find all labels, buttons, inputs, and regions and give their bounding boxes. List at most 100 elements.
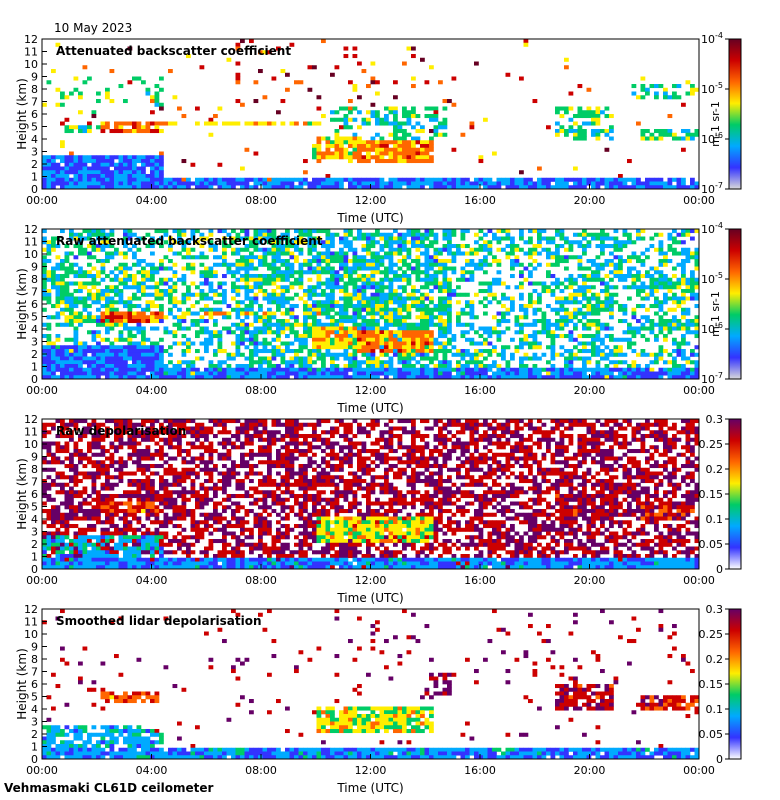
heatmap-cell bbox=[55, 262, 61, 267]
heatmap-cell bbox=[321, 364, 326, 369]
heatmap-cell bbox=[163, 281, 169, 286]
heatmap-cell bbox=[87, 364, 92, 369]
heatmap-cell bbox=[307, 121, 313, 126]
heatmap-cell bbox=[145, 345, 151, 350]
heatmap-cell bbox=[649, 136, 655, 141]
heatmap-cell bbox=[640, 132, 646, 137]
heatmap-cell bbox=[136, 121, 142, 126]
heatmap-cell bbox=[271, 76, 277, 81]
heatmap-cell bbox=[618, 177, 623, 182]
heatmap-cell bbox=[253, 367, 259, 372]
heatmap-cell bbox=[465, 367, 470, 372]
x-tick-label: 16:00 bbox=[464, 384, 496, 397]
heatmap-cell bbox=[595, 262, 601, 267]
heatmap-cell bbox=[375, 181, 380, 186]
heatmap-cell bbox=[577, 244, 583, 249]
heatmap-cell bbox=[100, 125, 106, 130]
heatmap-cell bbox=[577, 300, 583, 305]
heatmap-cell bbox=[393, 117, 398, 122]
heatmap-cell bbox=[429, 334, 434, 339]
heatmap-cell bbox=[375, 307, 380, 312]
heatmap-cell bbox=[163, 289, 169, 294]
heatmap-cell bbox=[622, 259, 628, 264]
heatmap-cell bbox=[456, 360, 461, 365]
heatmap-cell bbox=[393, 181, 398, 186]
heatmap-cell bbox=[109, 367, 115, 372]
y-tick-label: 7 bbox=[31, 286, 38, 299]
heatmap-cell bbox=[118, 375, 124, 380]
heatmap-cell bbox=[73, 87, 79, 92]
heatmap-cell bbox=[402, 236, 407, 241]
heatmap-cell bbox=[555, 322, 560, 327]
heatmap-cell bbox=[532, 356, 538, 361]
heatmap-cell bbox=[411, 270, 416, 275]
heatmap-cell bbox=[501, 304, 506, 309]
heatmap-cell bbox=[447, 296, 452, 301]
heatmap-cell bbox=[496, 229, 502, 234]
heatmap-cell bbox=[204, 266, 209, 271]
heatmap-cell bbox=[627, 255, 632, 260]
heatmap-cell bbox=[577, 181, 583, 186]
heatmap-cell bbox=[424, 326, 430, 331]
heatmap-cell bbox=[208, 289, 214, 294]
heatmap-cell bbox=[627, 159, 632, 164]
heatmap-cell bbox=[114, 251, 119, 256]
heatmap-cell bbox=[96, 229, 101, 234]
heatmap-cell bbox=[397, 236, 403, 241]
heatmap-cell bbox=[402, 274, 407, 279]
heatmap-cell bbox=[627, 322, 632, 327]
heatmap-cell bbox=[100, 367, 106, 372]
heatmap-cell bbox=[609, 125, 614, 130]
heatmap-cell bbox=[379, 270, 385, 275]
heatmap-cell bbox=[384, 240, 389, 245]
heatmap-cell bbox=[46, 247, 52, 252]
heatmap-cell bbox=[681, 102, 686, 107]
heatmap-cell bbox=[136, 259, 142, 264]
y-tick-label: 12 bbox=[24, 33, 38, 46]
heatmap-cell bbox=[415, 244, 421, 249]
heatmap-cell bbox=[267, 247, 272, 252]
heatmap-cell bbox=[519, 229, 524, 234]
heatmap-cell bbox=[460, 307, 466, 312]
heatmap-cell bbox=[460, 181, 466, 186]
heatmap-cell bbox=[127, 375, 133, 380]
heatmap-cell bbox=[231, 236, 236, 241]
heatmap-cell bbox=[411, 144, 416, 149]
heatmap-cell bbox=[559, 345, 565, 350]
heatmap-cell bbox=[483, 270, 488, 275]
heatmap-cell bbox=[528, 334, 533, 339]
heatmap-cell bbox=[402, 345, 407, 350]
heatmap-cell bbox=[586, 181, 592, 186]
heatmap-cell bbox=[672, 337, 677, 342]
heatmap-cell bbox=[42, 102, 47, 107]
heatmap-cell bbox=[208, 341, 214, 346]
heatmap-cell bbox=[672, 375, 677, 380]
heatmap-cell bbox=[87, 349, 92, 354]
heatmap-cell bbox=[51, 177, 56, 182]
heatmap-cell bbox=[357, 136, 362, 141]
x-tick-label: 08:00 bbox=[245, 194, 277, 207]
heatmap-cell bbox=[654, 247, 659, 252]
heatmap-cell bbox=[46, 349, 52, 354]
heatmap-cell bbox=[406, 251, 412, 256]
heatmap-cell bbox=[613, 349, 619, 354]
heatmap-cell bbox=[420, 270, 425, 275]
heatmap-cell bbox=[96, 247, 101, 252]
heatmap-cell bbox=[438, 262, 443, 267]
heatmap-cell bbox=[451, 334, 457, 339]
heatmap-cell bbox=[118, 349, 124, 354]
heatmap-cell bbox=[370, 102, 376, 107]
heatmap-cell bbox=[150, 345, 155, 350]
heatmap-cell bbox=[253, 334, 259, 339]
heatmap-cell bbox=[280, 181, 286, 186]
heatmap-cell bbox=[510, 177, 515, 182]
heatmap-cell bbox=[478, 326, 484, 331]
heatmap-cell bbox=[235, 177, 241, 182]
heatmap-cell bbox=[64, 337, 70, 342]
heatmap-cell bbox=[96, 170, 101, 175]
heatmap-cell bbox=[208, 364, 214, 369]
heatmap-cell bbox=[609, 277, 614, 282]
heatmap-cell bbox=[676, 371, 682, 376]
heatmap-cell bbox=[330, 270, 335, 275]
heatmap-cell bbox=[379, 360, 385, 365]
